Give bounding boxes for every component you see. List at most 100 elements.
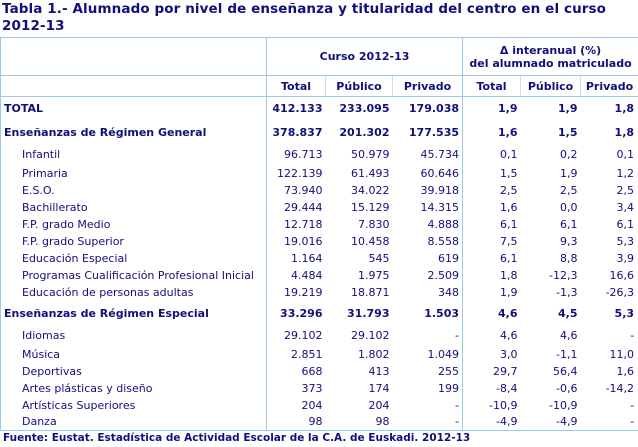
cell-value: 179.038 — [408, 101, 460, 115]
cell-value: 204 — [266, 396, 326, 414]
cell-value: 1.975 — [358, 268, 390, 282]
cell-value: 1,5 — [462, 164, 521, 182]
row-label: Danza — [22, 415, 57, 429]
cell-value: - — [455, 415, 460, 429]
table-row: Danza 98 98- -4,9 -4,9- — [1, 413, 638, 431]
cell-value: 31.793 — [347, 306, 390, 320]
cell-value: 4,5 — [558, 306, 578, 320]
cell-value: - — [455, 398, 460, 412]
cell-value: 1,6 — [616, 364, 635, 378]
cell-value: 45.734 — [420, 148, 460, 161]
table-row: Artes plásticas y diseño 373 174 199 -8,4 -0,… — [1, 379, 638, 397]
group-header-curso: Curso 2012-13 — [265, 37, 463, 76]
cell-value: 5,3 — [614, 306, 635, 320]
cell-value: 6,1 — [560, 217, 578, 231]
cell-value: 413 — [368, 364, 390, 378]
cell-value: 1.503 — [424, 306, 460, 320]
table-row: Primaria 122.139 61.493 60.646 1,5 1,9 1,2 — [1, 164, 638, 182]
cell-value: 174 — [368, 381, 390, 395]
table-row: F.P. grado Superior 19.016 10.458 8.558 7,5 9… — [1, 232, 638, 250]
cell-value: 1,8 — [614, 125, 635, 139]
row-label: Artísticas Superiores — [22, 398, 136, 412]
cell-value: 73.940 — [266, 181, 326, 199]
col-header-var-privado: Privado — [580, 75, 638, 97]
corner-cell — [0, 37, 267, 76]
cell-value: 4,6 — [462, 300, 521, 326]
table-title: Tabla 1.- Alumnado por nivel de enseñanz… — [2, 1, 607, 34]
cell-value: 98 — [375, 415, 390, 429]
cell-value: - — [455, 329, 460, 342]
cell-value: -4,9 — [462, 413, 521, 431]
table-row: Educación de personas adultas 19.219 18.87… — [1, 283, 638, 301]
cell-value: 1.049 — [427, 347, 460, 361]
cell-value: 201.302 — [339, 125, 390, 139]
cell-value: 29.444 — [266, 198, 326, 216]
row-label: E.S.O. — [22, 183, 55, 197]
cell-value: 1,9 — [560, 166, 578, 180]
cell-value: -1,3 — [556, 285, 578, 299]
row-label: Idiomas — [22, 329, 66, 342]
cell-value: 373 — [266, 379, 326, 397]
cell-value: 29.102 — [351, 329, 390, 342]
table-row: Bachillerato 29.444 15.129 14.315 1,6 0,0 3,4 — [1, 198, 638, 216]
cell-value: -1,1 — [556, 347, 578, 361]
col-header-var-total: Total — [462, 75, 521, 97]
cell-value: 19.219 — [266, 283, 326, 301]
cell-value: 0,1 — [616, 148, 635, 161]
cell-value: 2.509 — [427, 268, 460, 282]
cell-value: 5,3 — [616, 234, 635, 248]
cell-value: 7.830 — [358, 217, 390, 231]
cell-value: 7,5 — [462, 232, 521, 250]
cell-value: 3,9 — [616, 251, 635, 265]
col-header-total: Total — [266, 75, 326, 97]
cell-value: 3,4 — [616, 200, 635, 214]
cell-value: 412.133 — [266, 96, 326, 120]
cell-value: 0,0 — [560, 200, 578, 214]
cell-value: 2,5 — [560, 183, 578, 197]
row-label: Primaria — [22, 166, 68, 180]
cell-value: 2.851 — [266, 345, 326, 363]
table-row: Programas Cualificación Profesional Inic… — [1, 266, 638, 284]
cell-value: 96.713 — [266, 144, 326, 165]
cell-value: 33.296 — [266, 300, 326, 326]
cell-value: -14,2 — [605, 381, 635, 395]
cell-value: 16,6 — [609, 268, 635, 282]
cell-value: 177.535 — [408, 125, 460, 139]
col-header-publico: Público — [325, 75, 393, 97]
col-header-privado: Privado — [391, 75, 463, 97]
cell-value: 619 — [438, 251, 460, 265]
cell-value: 1,8 — [614, 101, 635, 115]
cell-value: 60.646 — [420, 166, 460, 180]
table-row: TOTAL 412.133 233.095 179.038 1,9 1,9 1,8 — [1, 96, 638, 120]
cell-value: - — [630, 398, 635, 412]
cell-value: 12.718 — [266, 215, 326, 233]
table-row: Idiomas 29.102 29.102-4,6 4,6- — [1, 325, 638, 346]
cell-value: 56,4 — [553, 364, 578, 378]
cell-value: 98 — [266, 413, 326, 431]
cell-value: 233.095 — [339, 101, 390, 115]
row-label: Artes plásticas y diseño — [22, 381, 153, 395]
table-row: Música 2.851 1.802 1.049 3,0 -1,1 11,0 — [1, 345, 638, 363]
row-label: TOTAL — [4, 101, 44, 115]
group-header-variation: Δ interanual (%) del alumnado matriculad… — [462, 37, 638, 76]
col-header-var-publico: Público — [520, 75, 581, 97]
row-label: Infantil — [22, 148, 61, 161]
cell-value: 255 — [438, 364, 460, 378]
row-label: F.P. grado Superior — [22, 234, 124, 248]
table-row: Deportivas 668 413 255 29,7 56,4 1,6 — [1, 362, 638, 380]
cell-value: 29.102 — [266, 325, 326, 346]
cell-value: 4.484 — [266, 266, 326, 284]
cell-value: 2,5 — [616, 183, 635, 197]
cell-value: 0,1 — [462, 144, 521, 165]
cell-value: -12,3 — [549, 268, 578, 282]
cell-value: 199 — [438, 381, 460, 395]
cell-value: 1.164 — [266, 249, 326, 267]
cell-value: - — [630, 329, 635, 342]
table-row: F.P. grado Medio 12.718 7.830 4.888 6,1 6,1 6,… — [1, 215, 638, 233]
cell-value: 348 — [438, 285, 460, 299]
cell-value: 4,6 — [462, 325, 521, 346]
cell-value: 1,8 — [462, 266, 521, 284]
source-footer: Fuente: Eustat. Estadística de Actividad… — [3, 432, 471, 444]
cell-value: 0,2 — [560, 148, 578, 161]
cell-value: 1,9 — [462, 96, 521, 120]
